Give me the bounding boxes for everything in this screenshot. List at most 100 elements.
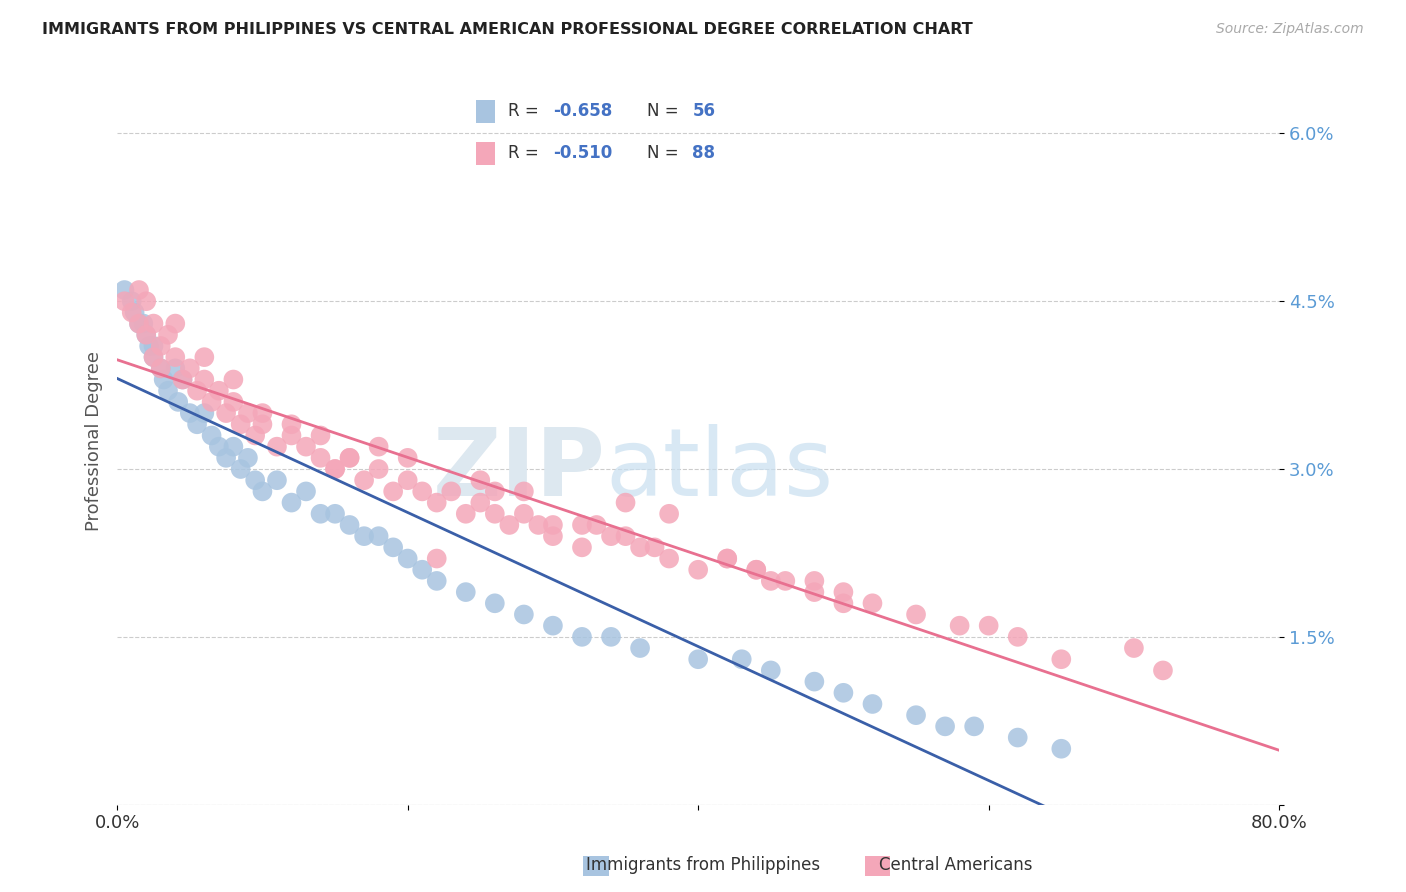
Point xyxy=(339,518,361,533)
Point xyxy=(585,518,607,533)
Text: Source: ZipAtlas.com: Source: ZipAtlas.com xyxy=(1216,22,1364,37)
Point xyxy=(541,518,564,533)
Point xyxy=(243,473,266,487)
Point xyxy=(157,384,180,398)
Point xyxy=(323,462,346,476)
Point xyxy=(157,327,180,342)
Point xyxy=(309,450,332,465)
Point xyxy=(513,507,536,521)
Point xyxy=(193,372,215,386)
Point xyxy=(222,395,245,409)
Point xyxy=(934,719,956,733)
Point xyxy=(208,440,231,454)
Point xyxy=(716,551,738,566)
Point xyxy=(252,484,274,499)
Text: atlas: atlas xyxy=(605,425,834,516)
Point xyxy=(252,406,274,420)
Point xyxy=(1050,652,1073,666)
Point xyxy=(832,686,855,700)
Point xyxy=(121,294,143,309)
Point xyxy=(229,417,252,432)
Point xyxy=(309,507,332,521)
Point xyxy=(172,372,194,386)
Point xyxy=(1007,731,1029,745)
Point xyxy=(1152,664,1174,678)
Point xyxy=(644,541,666,555)
Point xyxy=(152,372,174,386)
Point xyxy=(803,674,825,689)
Point xyxy=(295,440,318,454)
Point xyxy=(759,664,782,678)
Point xyxy=(128,317,150,331)
Point xyxy=(142,350,165,364)
Point xyxy=(200,395,222,409)
Point xyxy=(172,372,194,386)
Point xyxy=(1050,741,1073,756)
Point xyxy=(628,541,651,555)
Point xyxy=(167,395,190,409)
Point xyxy=(396,551,419,566)
Point xyxy=(745,563,768,577)
Point xyxy=(367,462,389,476)
Point xyxy=(142,317,165,331)
Point xyxy=(179,361,201,376)
Point xyxy=(396,450,419,465)
Point xyxy=(470,473,492,487)
Point xyxy=(135,327,157,342)
Point xyxy=(266,440,288,454)
Point xyxy=(513,484,536,499)
Point xyxy=(295,484,318,499)
Point xyxy=(353,529,375,543)
Point xyxy=(759,574,782,588)
Point xyxy=(323,462,346,476)
Point xyxy=(1122,641,1144,656)
Point xyxy=(339,450,361,465)
Point xyxy=(165,361,187,376)
Point xyxy=(803,585,825,599)
Point xyxy=(963,719,986,733)
Point xyxy=(222,372,245,386)
Point xyxy=(600,529,623,543)
Point xyxy=(243,428,266,442)
Point xyxy=(128,317,150,331)
Point xyxy=(411,563,433,577)
Point xyxy=(484,596,506,610)
Point xyxy=(628,641,651,656)
Point xyxy=(280,428,302,442)
Point xyxy=(440,484,463,499)
Point xyxy=(658,507,681,521)
Point xyxy=(905,607,928,622)
Point xyxy=(124,305,146,319)
Point xyxy=(200,428,222,442)
Point xyxy=(484,507,506,521)
Point xyxy=(862,596,884,610)
Point xyxy=(165,350,187,364)
Point xyxy=(128,283,150,297)
Point xyxy=(541,529,564,543)
Point xyxy=(193,350,215,364)
Point xyxy=(367,529,389,543)
Point xyxy=(186,417,208,432)
Point xyxy=(186,384,208,398)
Point xyxy=(832,585,855,599)
Point xyxy=(658,551,681,566)
Point xyxy=(571,630,593,644)
Point xyxy=(484,484,506,499)
Point xyxy=(367,440,389,454)
Point xyxy=(541,618,564,632)
Point xyxy=(149,361,172,376)
Point xyxy=(977,618,1000,632)
Point xyxy=(215,450,238,465)
Point xyxy=(149,339,172,353)
Point xyxy=(114,294,136,309)
Point xyxy=(121,305,143,319)
Point xyxy=(114,283,136,297)
Point xyxy=(731,652,754,666)
Point xyxy=(527,518,550,533)
Point xyxy=(382,484,405,499)
Point xyxy=(323,507,346,521)
Text: IMMIGRANTS FROM PHILIPPINES VS CENTRAL AMERICAN PROFESSIONAL DEGREE CORRELATION : IMMIGRANTS FROM PHILIPPINES VS CENTRAL A… xyxy=(42,22,973,37)
Point xyxy=(905,708,928,723)
Point xyxy=(454,585,477,599)
Text: Immigrants from Philippines: Immigrants from Philippines xyxy=(586,856,820,874)
